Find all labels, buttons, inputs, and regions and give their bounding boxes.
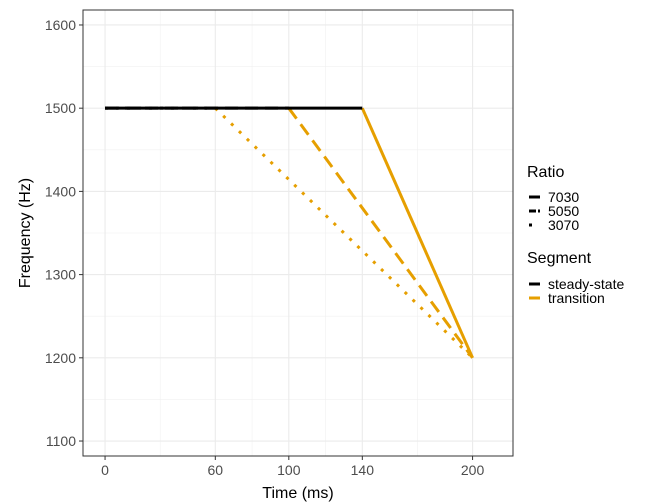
x-axis-title: Time (ms) xyxy=(262,485,333,502)
x-tick-label: 200 xyxy=(461,462,485,478)
y-tick-label: 1300 xyxy=(45,267,76,283)
grid-major xyxy=(83,10,513,456)
y-axis-title: Frequency (Hz) xyxy=(17,178,34,288)
y-tick-label: 1200 xyxy=(45,350,76,366)
legend-label-steady-state: steady-state xyxy=(548,276,624,292)
x-tick-label: 140 xyxy=(351,462,375,478)
x-tick-label: 100 xyxy=(277,462,301,478)
legend-label-7030: 7030 xyxy=(548,189,579,205)
y-tick-label: 1600 xyxy=(45,17,76,33)
legend-title-segment: Segment xyxy=(527,250,592,267)
legend-title-ratio: Ratio xyxy=(527,164,564,181)
legend-label-5050: 5050 xyxy=(548,203,579,219)
y-tick-label: 1100 xyxy=(46,433,76,449)
series-layer xyxy=(105,106,474,359)
series-line-3070-transition xyxy=(214,107,474,359)
legend-label-3070: 3070 xyxy=(548,217,579,233)
x-tick-label: 60 xyxy=(208,462,224,478)
legend-label-transition: transition xyxy=(548,290,605,306)
series-line-5050-transition xyxy=(287,107,474,359)
axis-ticks: 0 60 100 140 200 1100 1200 1300 1400 1500 1600 xyxy=(45,17,485,478)
panel-border xyxy=(82,9,514,457)
y-tick-label: 1500 xyxy=(45,100,76,116)
x-tick-label: 0 xyxy=(101,462,109,478)
series-line-7030-transition xyxy=(360,107,474,359)
y-tick-label: 1400 xyxy=(45,183,76,199)
grid-minor xyxy=(83,10,513,456)
